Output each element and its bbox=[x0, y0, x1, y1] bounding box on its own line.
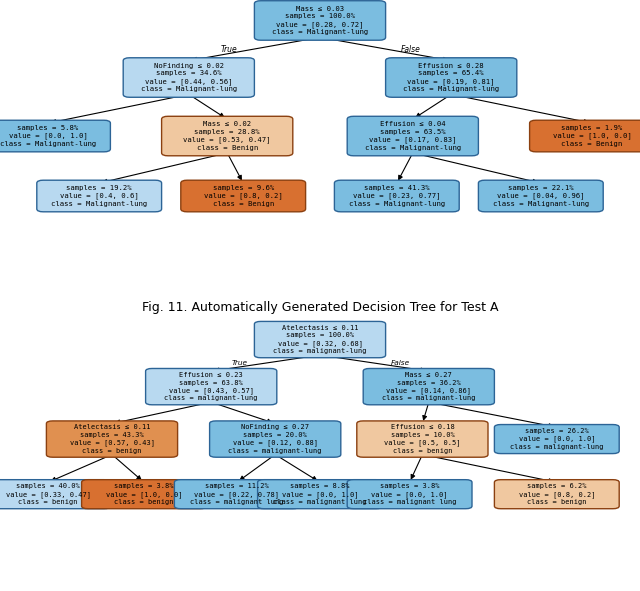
FancyBboxPatch shape bbox=[180, 180, 306, 212]
Text: samples = 41.3%
value = [0.23, 0.77]
class = Malignant-lung: samples = 41.3% value = [0.23, 0.77] cla… bbox=[349, 185, 445, 207]
Text: Fig. 11. Automatically Generated Decision Tree for Test A: Fig. 11. Automatically Generated Decisio… bbox=[141, 301, 499, 314]
FancyBboxPatch shape bbox=[385, 58, 517, 98]
Text: Mass ≤ 0.02
samples = 28.8%
value = [0.53, 0.47]
class = Benign: Mass ≤ 0.02 samples = 28.8% value = [0.5… bbox=[184, 121, 271, 151]
Text: False: False bbox=[390, 360, 410, 366]
FancyBboxPatch shape bbox=[254, 1, 385, 40]
Text: Effusion ≤ 0.04
samples = 63.5%
value = [0.17, 0.83]
class = Malignant-lung: Effusion ≤ 0.04 samples = 63.5% value = … bbox=[365, 121, 461, 151]
FancyBboxPatch shape bbox=[364, 368, 494, 405]
FancyBboxPatch shape bbox=[174, 480, 299, 509]
FancyBboxPatch shape bbox=[146, 368, 277, 405]
Text: samples = 5.8%
value = [0.0, 1.0]
class = Malignant-lung: samples = 5.8% value = [0.0, 1.0] class … bbox=[0, 125, 96, 147]
FancyBboxPatch shape bbox=[479, 180, 603, 212]
FancyBboxPatch shape bbox=[347, 480, 472, 509]
FancyBboxPatch shape bbox=[494, 424, 619, 453]
Text: Effusion ≤ 0.28
samples = 65.4%
value = [0.19, 0.81]
class = Malignant-lung: Effusion ≤ 0.28 samples = 65.4% value = … bbox=[403, 63, 499, 92]
Text: True: True bbox=[232, 360, 248, 366]
FancyBboxPatch shape bbox=[254, 322, 385, 358]
Text: samples = 11.2%
value = [0.22, 0.78]
class = malignant lung: samples = 11.2% value = [0.22, 0.78] cla… bbox=[190, 483, 284, 505]
FancyBboxPatch shape bbox=[494, 480, 619, 509]
Text: Atelectasis ≤ 0.11
samples = 43.3%
value = [0.57, 0.43]
class = benign: Atelectasis ≤ 0.11 samples = 43.3% value… bbox=[70, 424, 154, 454]
Text: samples = 19.2%
value = [0.4, 0.6]
class = Malignant-lung: samples = 19.2% value = [0.4, 0.6] class… bbox=[51, 185, 147, 207]
Text: Mass ≤ 0.27
samples = 36.2%
value = [0.14, 0.86]
class = malignant-lung: Mass ≤ 0.27 samples = 36.2% value = [0.1… bbox=[382, 372, 476, 401]
FancyBboxPatch shape bbox=[46, 421, 177, 457]
Text: samples = 3.8%
value = [0.0, 1.0]
class = malignant lung: samples = 3.8% value = [0.0, 1.0] class … bbox=[363, 483, 456, 505]
FancyBboxPatch shape bbox=[257, 480, 383, 509]
FancyBboxPatch shape bbox=[123, 58, 254, 98]
FancyBboxPatch shape bbox=[210, 421, 340, 457]
Text: samples = 1.9%
value = [1.0, 0.0]
class = Benign: samples = 1.9% value = [1.0, 0.0] class … bbox=[552, 125, 632, 147]
FancyBboxPatch shape bbox=[0, 120, 110, 152]
FancyBboxPatch shape bbox=[37, 180, 161, 212]
Text: samples = 3.8%
value = [1.0, 0.0]
class = benign: samples = 3.8% value = [1.0, 0.0] class … bbox=[106, 483, 182, 505]
Text: samples = 40.0%
value = [0.33, 0.47]
class = benign: samples = 40.0% value = [0.33, 0.47] cla… bbox=[6, 483, 90, 505]
Text: Atelectasis ≤ 0.11
samples = 100.0%
value = [0.32, 0.68]
class = malignant-lung: Atelectasis ≤ 0.11 samples = 100.0% valu… bbox=[273, 325, 367, 354]
Text: samples = 8.8%
value = [0.0, 1.0]
class = malignant lung: samples = 8.8% value = [0.0, 1.0] class … bbox=[273, 483, 367, 505]
Text: NoFinding ≤ 0.02
samples = 34.6%
value = [0.44, 0.56]
class = Malignant-lung: NoFinding ≤ 0.02 samples = 34.6% value =… bbox=[141, 63, 237, 92]
Text: Effusion ≤ 0.18
samples = 10.0%
value = [0.5, 0.5]
class = benign: Effusion ≤ 0.18 samples = 10.0% value = … bbox=[384, 424, 461, 454]
FancyBboxPatch shape bbox=[82, 480, 206, 509]
Text: True: True bbox=[220, 44, 237, 54]
Text: samples = 9.6%
value = [0.8, 0.2]
class = Benign: samples = 9.6% value = [0.8, 0.2] class … bbox=[204, 185, 283, 207]
Text: Mass ≤ 0.03
samples = 100.0%
value = [0.28, 0.72]
class = Malignant-lung: Mass ≤ 0.03 samples = 100.0% value = [0.… bbox=[272, 6, 368, 35]
Text: NoFinding ≤ 0.27
samples = 20.0%
value = [0.12, 0.88]
class = malignant-lung: NoFinding ≤ 0.27 samples = 20.0% value =… bbox=[228, 424, 322, 454]
FancyBboxPatch shape bbox=[347, 116, 479, 156]
FancyBboxPatch shape bbox=[0, 480, 110, 509]
Text: samples = 26.2%
value = [0.0, 1.0]
class = malignant-lung: samples = 26.2% value = [0.0, 1.0] class… bbox=[510, 428, 604, 450]
FancyBboxPatch shape bbox=[161, 116, 292, 156]
Text: samples = 6.2%
value = [0.8, 0.2]
class = benign: samples = 6.2% value = [0.8, 0.2] class … bbox=[518, 483, 595, 505]
FancyBboxPatch shape bbox=[530, 120, 640, 152]
FancyBboxPatch shape bbox=[334, 180, 459, 212]
Text: False: False bbox=[401, 44, 421, 54]
FancyBboxPatch shape bbox=[357, 421, 488, 457]
Text: samples = 22.1%
value = [0.04, 0.96]
class = Malignant-lung: samples = 22.1% value = [0.04, 0.96] cla… bbox=[493, 185, 589, 207]
Text: Effusion ≤ 0.23
samples = 63.8%
value = [0.43, 0.57]
class = malignant-lung: Effusion ≤ 0.23 samples = 63.8% value = … bbox=[164, 372, 258, 401]
